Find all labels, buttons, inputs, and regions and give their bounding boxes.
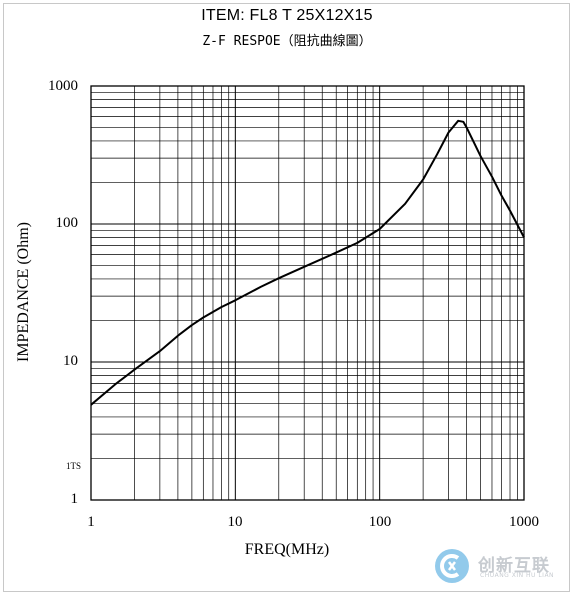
x-tick-label-10: 10 bbox=[227, 514, 243, 530]
figure-frame bbox=[3, 3, 570, 592]
x-axis-label: FREQ(MHz) bbox=[244, 541, 330, 558]
y-tick-label-1000: 1000 bbox=[48, 78, 78, 94]
watermark-text: 创新互联 bbox=[478, 556, 550, 576]
x-tick-label-1: 1 bbox=[87, 514, 95, 530]
chart-subtitle: Z-F RESPOE（阻抗曲線圖） bbox=[202, 34, 372, 49]
impedance-series-line bbox=[90, 119, 525, 406]
watermark-logo-icon bbox=[435, 549, 469, 583]
watermark-subtext: CHUANG XIN HU LIAN bbox=[480, 572, 555, 579]
plot-border bbox=[90, 85, 525, 501]
y-axis-label: IMPEDANCE (Ohm) bbox=[15, 222, 32, 362]
y-tick-label-1: 1 bbox=[70, 491, 79, 507]
y-tick-label-10: 10 bbox=[63, 353, 78, 369]
x-tick-label-100: 100 bbox=[368, 514, 392, 530]
watermark: 创新互联 CHUANG XIN HU LIAN bbox=[430, 540, 570, 590]
x-tick-label-1000: 1000 bbox=[509, 514, 539, 530]
y-minor-label: 1TS bbox=[66, 461, 82, 471]
y-tick-label-100: 100 bbox=[55, 215, 79, 231]
chart-title: ITEM: FL8 T 25X12X15 bbox=[201, 7, 373, 24]
